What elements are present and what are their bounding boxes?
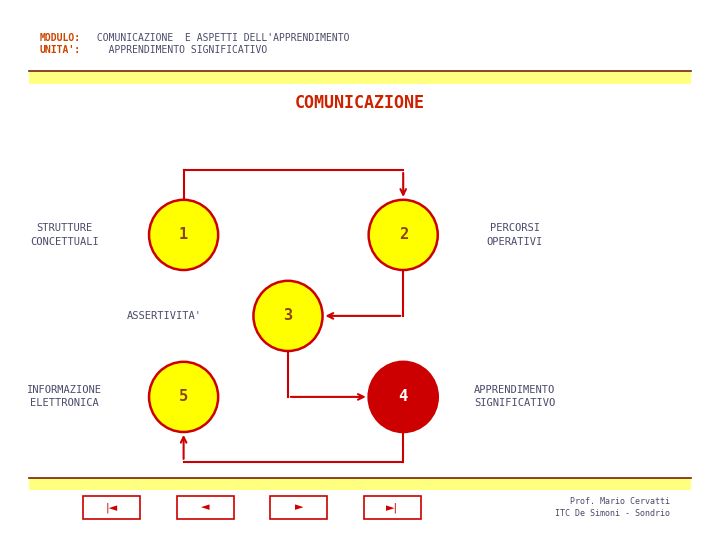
Text: APPRENDIMENTO SIGNIFICATIVO: APPRENDIMENTO SIGNIFICATIVO [91,45,268,55]
Text: 3: 3 [284,308,292,323]
Text: APPRENDIMENTO
SIGNIFICATIVO: APPRENDIMENTO SIGNIFICATIVO [474,386,555,408]
Ellipse shape [369,362,438,432]
FancyBboxPatch shape [84,496,140,519]
Text: MODULO:: MODULO: [40,33,81,43]
FancyBboxPatch shape [29,72,691,84]
Text: UNITA':: UNITA': [40,45,81,55]
FancyBboxPatch shape [364,496,420,519]
Text: Prof. Mario Cervatti
ITC De Simoni - Sondrio: Prof. Mario Cervatti ITC De Simoni - Son… [554,497,670,518]
Text: COMUNICAZIONE: COMUNICAZIONE [295,93,425,112]
Text: 1: 1 [179,227,188,242]
Text: 4: 4 [399,389,408,404]
Ellipse shape [253,281,323,351]
Text: ►: ► [294,503,303,512]
Text: ASSERTIVITA': ASSERTIVITA' [127,311,202,321]
Text: 2: 2 [399,227,408,242]
Text: |◄: |◄ [106,502,117,513]
Text: ►|: ►| [387,502,398,513]
Text: ◄: ◄ [201,503,210,512]
Text: 5: 5 [179,389,188,404]
FancyBboxPatch shape [271,496,327,519]
FancyBboxPatch shape [177,496,233,519]
FancyBboxPatch shape [29,478,691,490]
Text: PERCORSI
OPERATIVI: PERCORSI OPERATIVI [487,224,543,246]
Ellipse shape [149,200,218,270]
Ellipse shape [149,362,218,432]
Text: INFORMAZIONE
ELETTRONICA: INFORMAZIONE ELETTRONICA [27,386,102,408]
Text: STRUTTURE
CONCETTUALI: STRUTTURE CONCETTUALI [30,224,99,246]
Ellipse shape [369,200,438,270]
Text: COMUNICAZIONE  E ASPETTI DELL'APPRENDIMENTO: COMUNICAZIONE E ASPETTI DELL'APPRENDIMEN… [91,33,350,43]
